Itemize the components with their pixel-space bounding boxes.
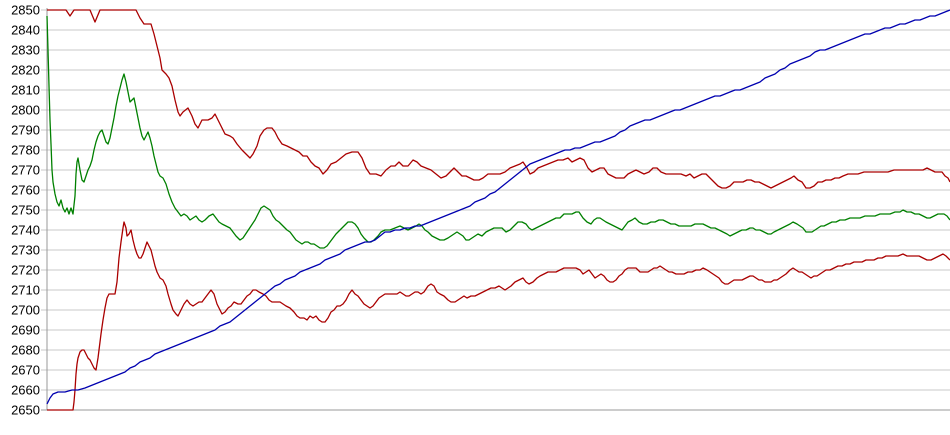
axes xyxy=(41,8,950,411)
series-rating-line xyxy=(46,15,950,249)
y-axis-tick-label: 2840 xyxy=(11,23,40,38)
y-axis-tick-label: 2710 xyxy=(11,283,40,298)
y-axis-tick-label: 2740 xyxy=(11,223,40,238)
y-axis-tick-label: 2650 xyxy=(11,403,40,418)
y-axis-tick-label: 2720 xyxy=(11,263,40,278)
y-axis-tick-label: 2700 xyxy=(11,303,40,318)
y-axis-tick-label: 2810 xyxy=(11,83,40,98)
gridlines xyxy=(41,9,950,411)
y-axis-tick-label: 2750 xyxy=(11,203,40,218)
y-axis-tick-label: 2690 xyxy=(11,323,40,338)
y-axis-tick-label: 2830 xyxy=(11,43,40,58)
data-series xyxy=(46,9,950,411)
y-axis-tick-label: 2790 xyxy=(11,123,40,138)
y-axis-tick-label: 2820 xyxy=(11,63,40,78)
y-axis-tick-label: 2660 xyxy=(11,383,40,398)
series-trend-line xyxy=(46,9,950,405)
series-lower-error-bound-line xyxy=(47,221,950,411)
y-axis-tick-label: 2760 xyxy=(11,183,40,198)
y-axis-tick-label: 2680 xyxy=(11,343,40,358)
y-axis-tick-label: 2850 xyxy=(11,3,40,18)
y-axis-tick-label: 2800 xyxy=(11,103,40,118)
y-axis-tick-label: 2670 xyxy=(11,363,40,378)
y-axis-tick-label: 2730 xyxy=(11,243,40,258)
y-axis-tick-label: 2770 xyxy=(11,163,40,178)
series-upper-error-bound-line xyxy=(47,9,950,189)
y-axis-tick-labels: 2850 2840 2830 2820 2810 2800 2790 2780 2770 2760… xyxy=(11,3,40,418)
y-axis-tick-label: 2780 xyxy=(11,143,40,158)
